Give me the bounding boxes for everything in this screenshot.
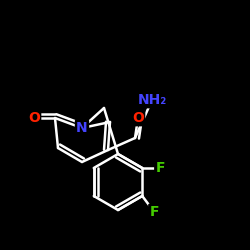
Text: O: O [28, 111, 40, 125]
Text: NH₂: NH₂ [138, 93, 166, 107]
Text: F: F [156, 161, 165, 175]
Text: O: O [132, 111, 144, 125]
Text: N: N [76, 121, 88, 135]
Text: F: F [150, 205, 159, 219]
